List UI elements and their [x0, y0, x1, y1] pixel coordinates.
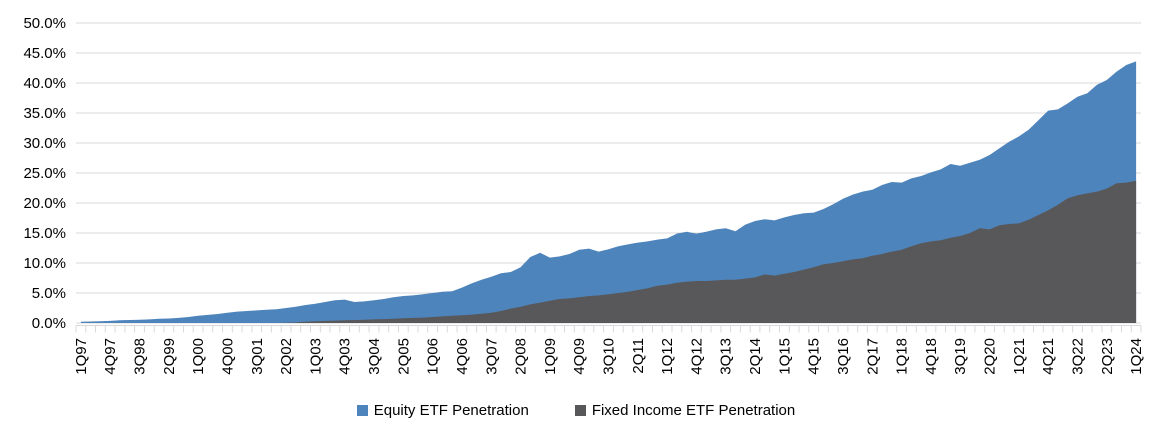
- x-axis-tick-label: 1Q09: [542, 338, 559, 375]
- fixed-income-legend-swatch: [574, 405, 586, 416]
- y-axis-tick-label: 5.0%: [32, 285, 66, 302]
- x-axis-tick-label: 3Q01: [249, 338, 266, 375]
- x-axis-tick-label: 4Q15: [806, 338, 823, 375]
- x-axis-tick-label: 1Q24: [1128, 338, 1145, 375]
- x-axis-tick-label: 4Q03: [337, 338, 354, 375]
- x-axis-tick-label: 1Q97: [73, 338, 90, 375]
- x-axis-tick-label: 3Q16: [835, 338, 852, 375]
- chart-legend: Equity ETF Penetration Fixed Income ETF …: [0, 402, 1152, 419]
- legend-item-fixed-income: Fixed Income ETF Penetration: [574, 402, 796, 419]
- x-axis-tick-label: 1Q03: [307, 338, 324, 375]
- x-axis-tick-label: 2Q02: [278, 338, 295, 375]
- etf-penetration-area-chart: 50.0% 45.0% 40.0% 35.0% 30.0% 25.0% 20.0% 15.0%…: [23, 15, 1145, 375]
- x-axis-tick-label: 3Q04: [366, 338, 383, 375]
- x-axis-tick-label: 4Q06: [454, 338, 471, 375]
- x-axis-tick-label: 1Q06: [425, 338, 442, 375]
- equity-legend-swatch: [356, 405, 368, 416]
- y-axis-tick-label: 40.0%: [23, 75, 66, 92]
- x-axis-tick-label: 4Q00: [219, 338, 236, 375]
- legend-item-equity: Equity ETF Penetration: [356, 402, 529, 419]
- x-axis-tick-label: 2Q05: [395, 338, 412, 375]
- x-axis-tick-label: 1Q15: [776, 338, 793, 375]
- equity-legend-label: Equity ETF Penetration: [373, 402, 529, 419]
- x-axis-tick-label: 4Q09: [571, 338, 588, 375]
- x-axis-tick-label: 4Q18: [923, 338, 940, 375]
- x-axis-tick-label: 2Q17: [864, 338, 881, 375]
- x-axis-tick-label: 3Q19: [952, 338, 969, 375]
- x-axis-tick-label: 1Q12: [659, 338, 676, 375]
- y-axis-tick-label: 0.0%: [32, 315, 66, 332]
- x-axis-tick-label: 1Q21: [1011, 338, 1028, 375]
- x-axis-tick-label: 2Q11: [630, 338, 647, 374]
- x-axis-tick-label: 4Q97: [102, 338, 119, 375]
- y-axis-tick-label: 25.0%: [23, 165, 66, 182]
- y-axis-tick-label: 50.0%: [23, 15, 66, 32]
- x-axis-tick-label: 3Q13: [718, 338, 735, 375]
- fixed-income-legend-label: Fixed Income ETF Penetration: [591, 402, 796, 419]
- x-axis-tick-label: 1Q18: [894, 338, 911, 375]
- y-axis-tick-label: 30.0%: [23, 135, 66, 152]
- x-axis-tick-label: 2Q20: [982, 338, 999, 375]
- y-axis-tick-label: 45.0%: [23, 45, 66, 62]
- x-axis-tick-label: 2Q14: [747, 338, 764, 375]
- x-axis-tick-label: 2Q99: [161, 338, 178, 375]
- y-axis-tick-label: 20.0%: [23, 195, 66, 212]
- x-axis-tick-label: 3Q98: [132, 338, 149, 375]
- fixed-income-area-series: [80, 180, 1137, 323]
- x-axis-tick-label: 1Q00: [190, 338, 207, 375]
- x-axis-tick-label: 3Q10: [601, 338, 618, 375]
- y-axis-tick-label: 15.0%: [23, 225, 66, 242]
- x-axis-tick-label: 2Q23: [1099, 338, 1116, 375]
- x-axis-tick-label: 4Q12: [688, 338, 705, 375]
- x-axis-tick-label: 2Q08: [513, 338, 530, 375]
- x-axis-tick-label: 4Q21: [1040, 338, 1057, 375]
- y-axis-tick-label: 10.0%: [23, 255, 66, 272]
- x-axis-tick-label: 3Q22: [1070, 338, 1087, 375]
- y-axis-tick-label: 35.0%: [23, 105, 66, 122]
- x-axis-tick-label: 3Q07: [483, 338, 500, 375]
